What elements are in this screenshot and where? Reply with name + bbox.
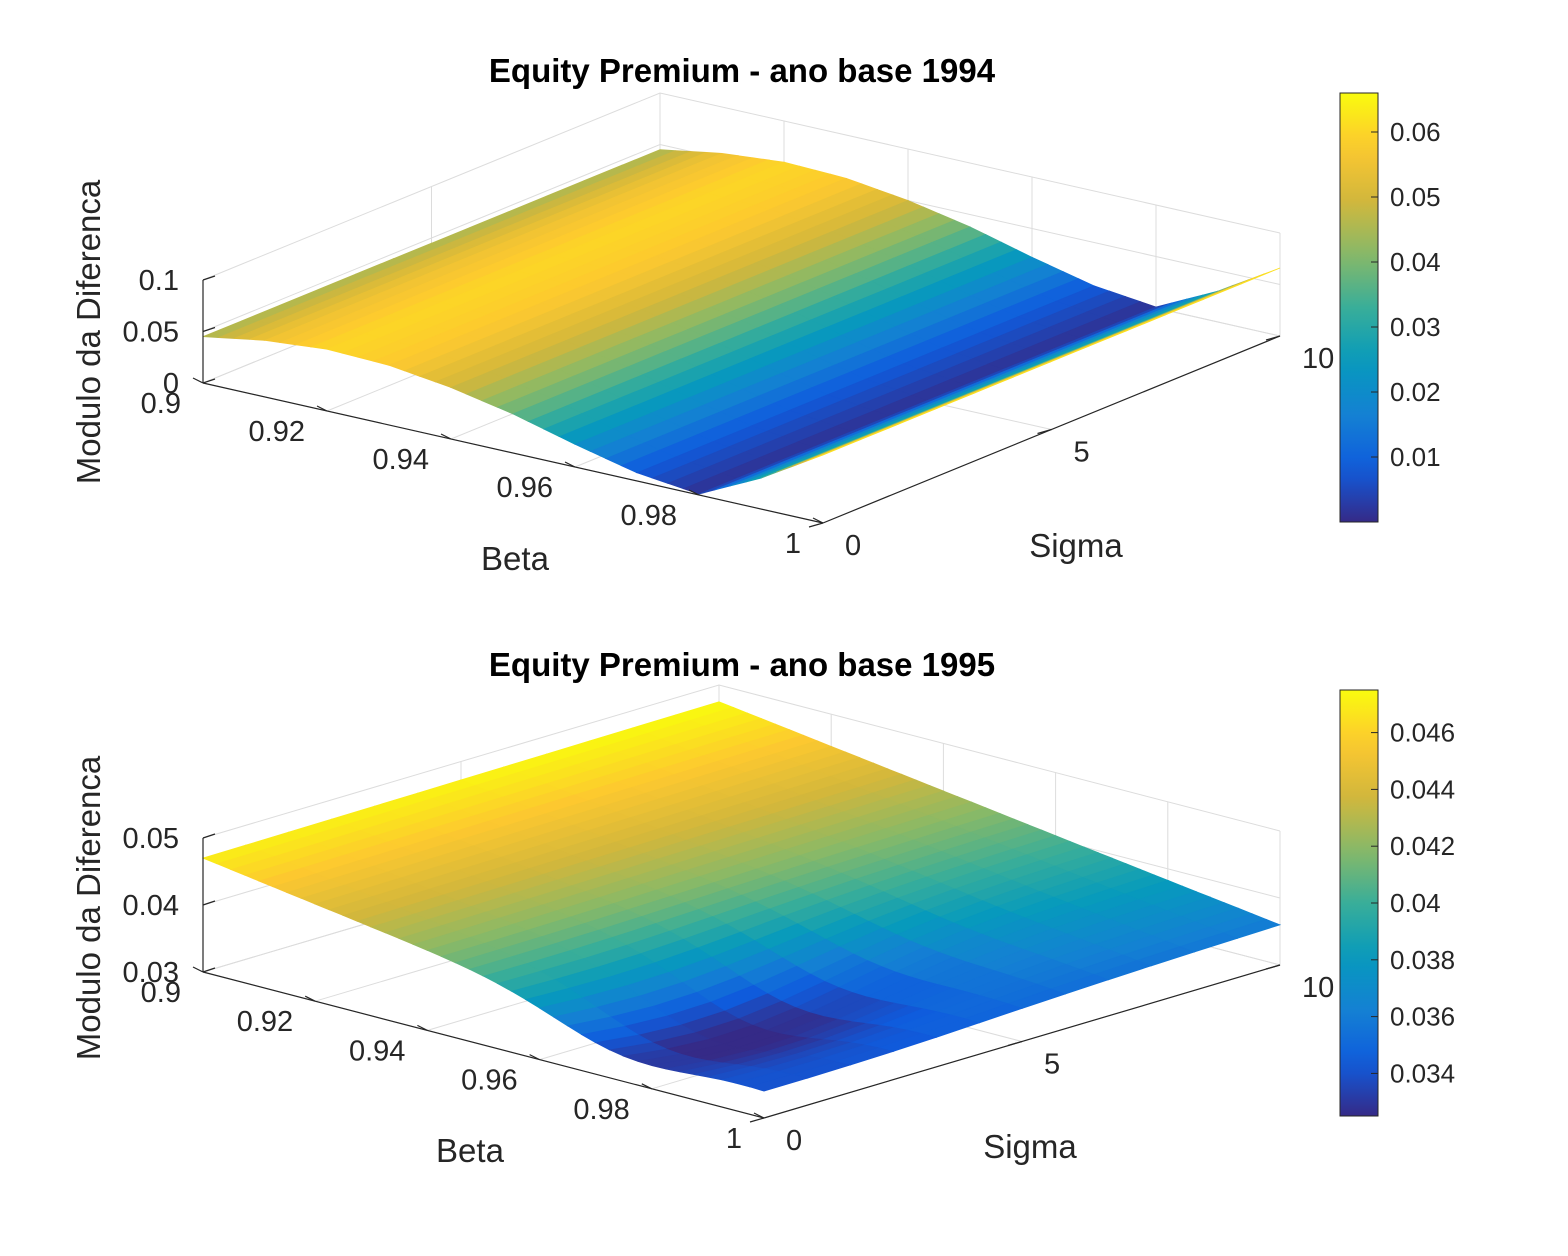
x-tick xyxy=(417,1024,428,1031)
x-tick-label: 1 xyxy=(726,1123,742,1155)
grid-line xyxy=(202,684,1281,839)
y-tick-label: 5 xyxy=(1044,1049,1060,1081)
axes xyxy=(192,275,1281,528)
surface xyxy=(201,701,1282,1092)
grid-line xyxy=(202,143,1281,332)
colorbar-tick-label: 0.044 xyxy=(1390,774,1455,804)
x-tick-label: 0.98 xyxy=(573,1094,629,1126)
y-tick xyxy=(808,522,824,528)
y-axis-label: Sigma xyxy=(1029,527,1123,564)
z-tick-label: 0.05 xyxy=(123,317,179,349)
x-tick xyxy=(688,489,700,496)
y-axis-label: Sigma xyxy=(983,1128,1077,1165)
surface-patch xyxy=(748,1074,809,1092)
colorbar-tick-label: 0.046 xyxy=(1390,718,1455,748)
y-tick xyxy=(1007,1040,1023,1047)
x-tick-label: 0.92 xyxy=(237,1006,293,1038)
colorbar-tick-label: 0.03 xyxy=(1390,312,1441,342)
z-tick-label: 0.05 xyxy=(123,823,179,855)
colorbar-tick-label: 0.05 xyxy=(1390,182,1441,212)
y-tick xyxy=(1265,964,1281,970)
z-axis-label: Modulo da Diferenca xyxy=(70,179,107,484)
x-tick xyxy=(564,461,576,468)
x-tick xyxy=(529,1054,540,1061)
z-tick xyxy=(202,275,216,281)
x-tick-label: 1 xyxy=(785,528,801,560)
x-tick-label: 0.96 xyxy=(497,472,553,504)
x-tick-label: 0.9 xyxy=(141,977,181,1009)
chart-title: Equity Premium - ano base 1995 xyxy=(489,646,995,683)
x-axis-label: Beta xyxy=(436,1132,505,1169)
y-tick-label: 10 xyxy=(1302,343,1334,375)
y-tick-label: 0 xyxy=(845,530,861,562)
x-tick-label: 0.9 xyxy=(141,388,181,420)
z-axis-label: Modulo da Diferenca xyxy=(70,755,107,1060)
z-tick xyxy=(202,378,216,384)
x-axis-label: Beta xyxy=(481,540,550,577)
y-tick xyxy=(749,1117,765,1123)
x-tick xyxy=(192,966,204,973)
colorbar: 0.034 0.036 0.038 0.04 0.042 0.044 0.046 xyxy=(1339,689,1455,1117)
z-tick-label: 0.03 xyxy=(123,957,179,989)
x-tick-label: 0.96 xyxy=(461,1065,517,1097)
z-tick xyxy=(202,900,216,906)
grid-line xyxy=(202,92,1281,281)
z-tick xyxy=(202,967,216,973)
x-tick xyxy=(316,405,328,412)
x-axis-line xyxy=(202,971,765,1119)
colorbar-gradient xyxy=(1339,92,1379,523)
y-tick-label: 5 xyxy=(1074,437,1090,469)
colorbar-tick-label: 0.042 xyxy=(1390,831,1455,861)
surface xyxy=(202,149,1281,495)
z-tick-label: 0.04 xyxy=(123,890,179,922)
subplot-1994: Equity Premium - ano base 1994 0.9 0.92 0.… xyxy=(70,52,1441,577)
colorbar: 0.01 0.02 0.03 0.04 0.05 0.06 xyxy=(1339,92,1441,523)
x-tick xyxy=(812,517,824,524)
x-tick xyxy=(440,433,452,440)
axes xyxy=(192,833,1281,1123)
x-axis-line xyxy=(202,382,824,524)
colorbar-tick-label: 0.04 xyxy=(1390,888,1441,918)
x-tick xyxy=(641,1083,653,1090)
chart-title: Equity Premium - ano base 1994 xyxy=(489,52,996,89)
colorbar-tick-label: 0.02 xyxy=(1390,377,1441,407)
colorbar-tick-label: 0.06 xyxy=(1390,117,1441,147)
z-tick-label: 0 xyxy=(163,368,179,400)
colorbar-tick-label: 0.038 xyxy=(1390,945,1455,975)
x-tick-label: 0.94 xyxy=(349,1035,405,1067)
y-tick-label: 10 xyxy=(1302,972,1334,1004)
surface-patch xyxy=(807,439,862,462)
x-tick-label: 0.94 xyxy=(373,444,429,476)
x-tick xyxy=(753,1112,765,1119)
subplot-1995: Equity Premium - ano base 1995 0.9 0.92 0.… xyxy=(70,646,1455,1169)
z-tick xyxy=(202,833,216,839)
colorbar-tick-label: 0.034 xyxy=(1390,1058,1455,1088)
colorbar-tick-label: 0.04 xyxy=(1390,247,1441,277)
z-tick-label: 0.1 xyxy=(139,265,179,297)
colorbar-tick-label: 0.01 xyxy=(1390,442,1441,472)
x-tick-label: 0.98 xyxy=(621,500,677,532)
colorbar-tick-label: 0.036 xyxy=(1390,1002,1455,1032)
x-tick xyxy=(304,995,316,1002)
y-tick xyxy=(1265,335,1281,341)
y-tick-label: 0 xyxy=(786,1125,802,1157)
y-tick xyxy=(1037,428,1052,435)
x-tick xyxy=(192,377,204,384)
z-tick xyxy=(202,326,216,333)
x-tick-label: 0.92 xyxy=(249,416,305,448)
